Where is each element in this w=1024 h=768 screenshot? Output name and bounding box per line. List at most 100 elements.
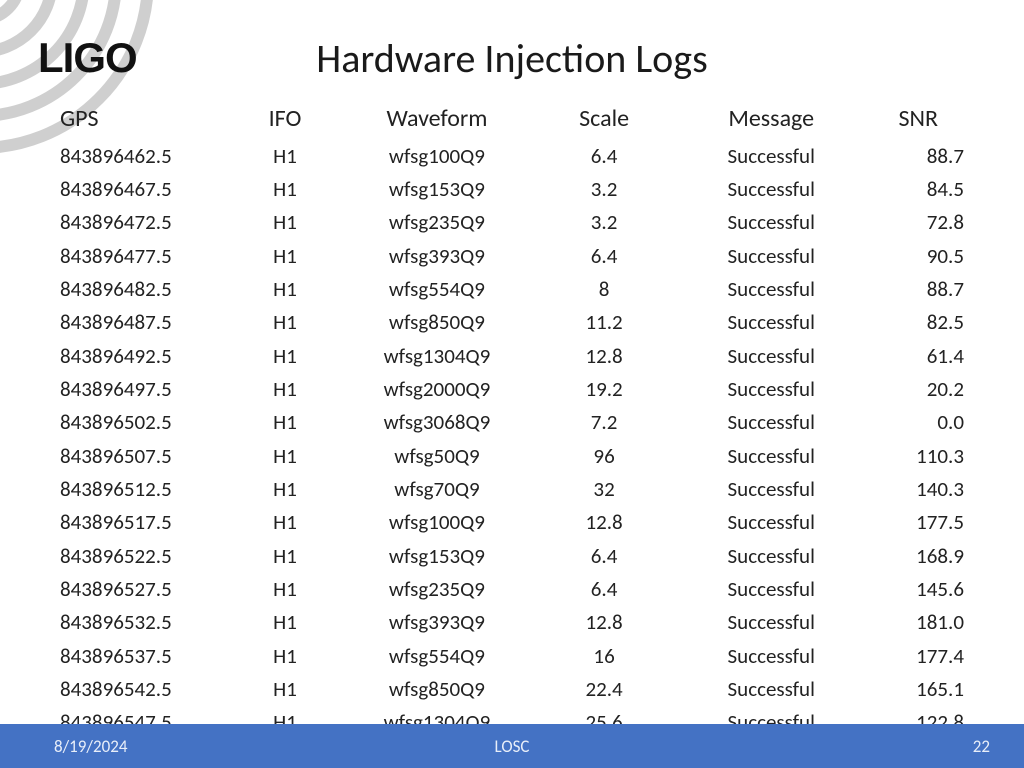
table-cell: 165.1 xyxy=(873,673,984,706)
table-cell: 168.9 xyxy=(873,539,984,572)
table-cell: 145.6 xyxy=(873,572,984,605)
table-cell: 72.8 xyxy=(873,206,984,239)
table-row: 843896497.5H1wfsg2000Q919.2Successful20.… xyxy=(52,372,984,405)
table-cell: wfsg3068Q9 xyxy=(336,406,539,439)
table-cell: Successful xyxy=(670,506,873,539)
table-cell: 843896512.5 xyxy=(52,472,234,505)
table-cell: wfsg235Q9 xyxy=(336,572,539,605)
table-cell: Successful xyxy=(670,206,873,239)
table-cell: Successful xyxy=(670,606,873,639)
slide: LIGO Hardware Injection Logs GPSIFOWavef… xyxy=(0,0,1024,768)
table-cell: H1 xyxy=(234,239,335,272)
table-cell: 843896542.5 xyxy=(52,673,234,706)
table-cell: Successful xyxy=(670,372,873,405)
table-cell: wfsg100Q9 xyxy=(336,139,539,172)
table-row: 843896517.5H1wfsg100Q912.8Successful177.… xyxy=(52,506,984,539)
table-cell: 843896517.5 xyxy=(52,506,234,539)
table-cell: Successful xyxy=(670,439,873,472)
table-cell: 6.4 xyxy=(538,139,670,172)
table-row: 843896462.5H1wfsg100Q96.4Successful88.7 xyxy=(52,139,984,172)
table-header: Scale xyxy=(538,104,670,139)
table-cell: 843896482.5 xyxy=(52,272,234,305)
table-cell: 843896527.5 xyxy=(52,572,234,605)
table-cell: 84.5 xyxy=(873,172,984,205)
table-cell: H1 xyxy=(234,339,335,372)
table-cell: 110.3 xyxy=(873,439,984,472)
table-cell: 843896497.5 xyxy=(52,372,234,405)
table-cell: 177.4 xyxy=(873,639,984,672)
table-cell: 61.4 xyxy=(873,339,984,372)
table-cell: H1 xyxy=(234,673,335,706)
table-row: 843896487.5H1wfsg850Q911.2Successful82.5 xyxy=(52,306,984,339)
table-cell: 140.3 xyxy=(873,472,984,505)
table-cell: Successful xyxy=(670,639,873,672)
table-cell: Successful xyxy=(670,339,873,372)
table-row: 843896512.5H1wfsg70Q932Successful140.3 xyxy=(52,472,984,505)
table-header: SNR xyxy=(873,104,984,139)
table-cell: H1 xyxy=(234,572,335,605)
table-cell: 177.5 xyxy=(873,506,984,539)
table-cell: wfsg393Q9 xyxy=(336,239,539,272)
table-cell: H1 xyxy=(234,506,335,539)
table-cell: 843896532.5 xyxy=(52,606,234,639)
table-cell: H1 xyxy=(234,606,335,639)
table-cell: Successful xyxy=(670,139,873,172)
page-title: Hardware Injection Logs xyxy=(0,34,1024,83)
table-cell: wfsg2000Q9 xyxy=(336,372,539,405)
table-header: Waveform xyxy=(336,104,539,139)
table-header: GPS xyxy=(52,104,234,139)
table-cell: 96 xyxy=(538,439,670,472)
table-header: Message xyxy=(670,104,873,139)
table-cell: H1 xyxy=(234,372,335,405)
table-cell: 3.2 xyxy=(538,206,670,239)
table-cell: Successful xyxy=(670,539,873,572)
table-cell: 82.5 xyxy=(873,306,984,339)
table-row: 843896527.5H1wfsg235Q96.4Successful145.6 xyxy=(52,572,984,605)
table-cell: 0.0 xyxy=(873,406,984,439)
table-cell: wfsg393Q9 xyxy=(336,606,539,639)
table-cell: Successful xyxy=(670,306,873,339)
table-row: 843896537.5H1wfsg554Q916Successful177.4 xyxy=(52,639,984,672)
table-header: IFO xyxy=(234,104,335,139)
log-table: GPSIFOWaveformScaleMessageSNR 843896462.… xyxy=(52,104,984,739)
table-cell: Successful xyxy=(670,406,873,439)
table-body: 843896462.5H1wfsg100Q96.4Successful88.78… xyxy=(52,139,984,739)
table-cell: wfsg153Q9 xyxy=(336,539,539,572)
table-cell: 12.8 xyxy=(538,506,670,539)
table-cell: 12.8 xyxy=(538,339,670,372)
table-row: 843896532.5H1wfsg393Q912.8Successful181.… xyxy=(52,606,984,639)
table-cell: H1 xyxy=(234,139,335,172)
table-cell: wfsg153Q9 xyxy=(336,172,539,205)
table-cell: H1 xyxy=(234,272,335,305)
table-row: 843896507.5H1wfsg50Q996Successful110.3 xyxy=(52,439,984,472)
table-cell: H1 xyxy=(234,206,335,239)
table-cell: H1 xyxy=(234,539,335,572)
table-cell: 843896502.5 xyxy=(52,406,234,439)
table-cell: wfsg554Q9 xyxy=(336,272,539,305)
table-cell: 6.4 xyxy=(538,239,670,272)
table-cell: H1 xyxy=(234,406,335,439)
table-cell: wfsg850Q9 xyxy=(336,673,539,706)
table-cell: 843896487.5 xyxy=(52,306,234,339)
table-cell: 88.7 xyxy=(873,139,984,172)
table-cell: H1 xyxy=(234,439,335,472)
table-cell: 843896492.5 xyxy=(52,339,234,372)
table-cell: 3.2 xyxy=(538,172,670,205)
table-cell: 181.0 xyxy=(873,606,984,639)
table-cell: 843896537.5 xyxy=(52,639,234,672)
table-cell: 843896507.5 xyxy=(52,439,234,472)
table-cell: 12.8 xyxy=(538,606,670,639)
table-cell: Successful xyxy=(670,272,873,305)
table-cell: wfsg70Q9 xyxy=(336,472,539,505)
table-cell: 843896477.5 xyxy=(52,239,234,272)
table-cell: wfsg100Q9 xyxy=(336,506,539,539)
table-cell: Successful xyxy=(670,572,873,605)
footer-page: 22 xyxy=(973,736,990,757)
table-cell: 6.4 xyxy=(538,539,670,572)
table-row: 843896542.5H1wfsg850Q922.4Successful165.… xyxy=(52,673,984,706)
footer-center: LOSC xyxy=(0,736,1024,757)
table-row: 843896492.5H1wfsg1304Q912.8Successful61.… xyxy=(52,339,984,372)
table-cell: H1 xyxy=(234,172,335,205)
table-cell: 6.4 xyxy=(538,572,670,605)
table-cell: 16 xyxy=(538,639,670,672)
